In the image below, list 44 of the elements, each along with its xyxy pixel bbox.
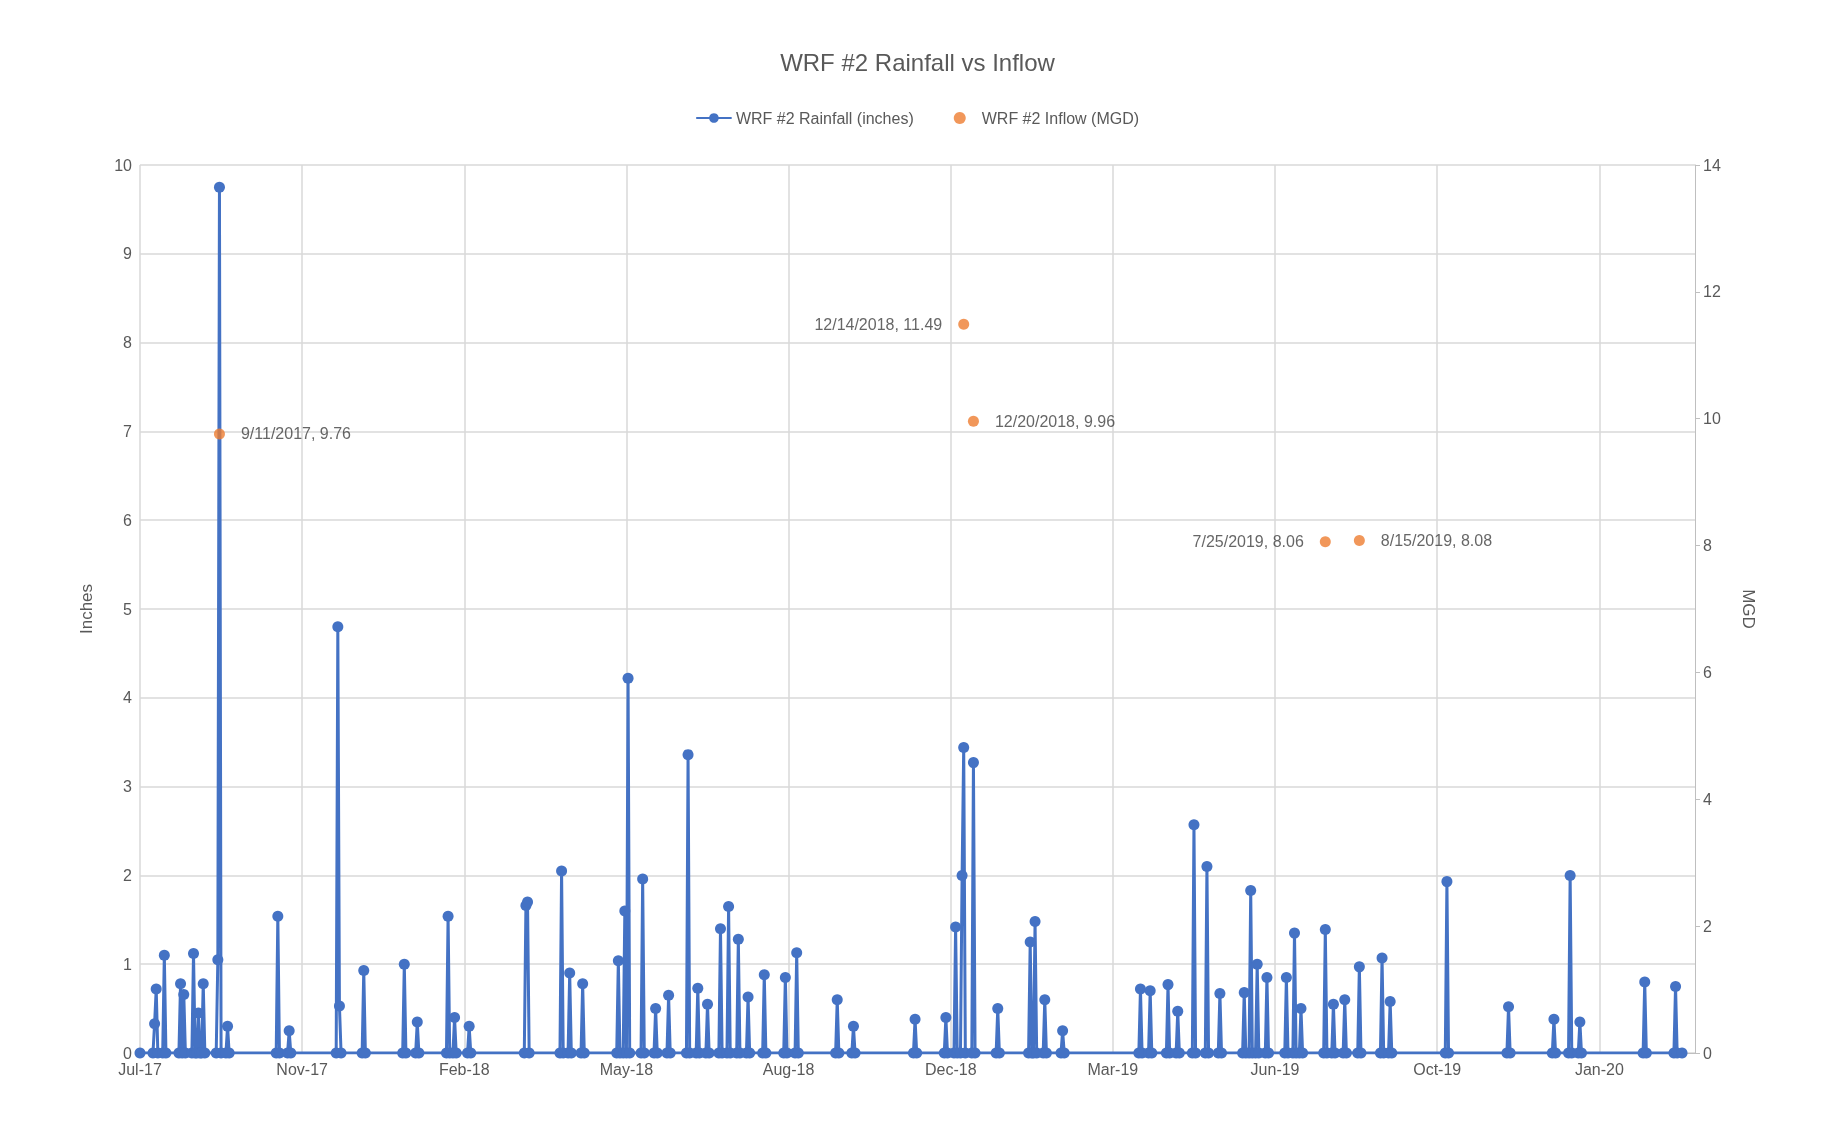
y2-axis-title: MGD bbox=[1739, 589, 1758, 629]
y2-tick-label: 12 bbox=[1703, 283, 1721, 301]
data-label: 12/20/2018, 9.96 bbox=[994, 412, 1116, 430]
y-tick-label: 1 bbox=[123, 955, 133, 973]
x-tick-label: Mar-19 bbox=[1087, 1060, 1139, 1078]
x-tick-label: Oct-19 bbox=[1413, 1060, 1462, 1078]
data-label: 12/14/2018, 11.49 bbox=[814, 315, 943, 333]
x-tick-label: Feb-18 bbox=[438, 1060, 490, 1078]
data-label: 9/11/2017, 9.76 bbox=[240, 425, 352, 443]
point bbox=[213, 428, 225, 440]
y2-tick-label: 14 bbox=[1703, 156, 1721, 174]
y-tick-label: 5 bbox=[123, 600, 133, 618]
chart-title: WRF #2 Rainfall vs Inflow bbox=[780, 48, 1056, 76]
point bbox=[958, 318, 970, 330]
x-tick-label: Jul-17 bbox=[118, 1060, 162, 1078]
y2-tick-label: 10 bbox=[1703, 410, 1721, 428]
y-tick-label: 3 bbox=[123, 778, 133, 796]
y-tick-label: 8 bbox=[123, 334, 133, 352]
data-label: 7/25/2019, 8.06 bbox=[1192, 533, 1304, 551]
y-tick-label: 7 bbox=[123, 422, 133, 440]
x-tick-label: Dec-18 bbox=[924, 1060, 977, 1078]
x-tick-label: Jan-20 bbox=[1574, 1060, 1624, 1078]
point bbox=[1319, 536, 1331, 548]
y-tick-label: 6 bbox=[123, 511, 133, 529]
y2-tick-label: 0 bbox=[1703, 1044, 1712, 1062]
x-tick-label: Nov-17 bbox=[276, 1060, 329, 1078]
y2-tick-label: 2 bbox=[1703, 917, 1712, 935]
y-tick-label: 0 bbox=[123, 1044, 133, 1062]
y2-tick-label: 6 bbox=[1703, 663, 1712, 681]
data-label: 8/15/2019, 8.08 bbox=[1380, 532, 1493, 549]
point bbox=[1353, 535, 1365, 546]
y-axis-title: Inches bbox=[77, 583, 96, 635]
y-tick-label: 2 bbox=[123, 866, 133, 884]
y-tick-label: 4 bbox=[123, 689, 133, 707]
x-tick-label: Jun-19 bbox=[1250, 1060, 1300, 1078]
y2-tick-label: 8 bbox=[1703, 537, 1712, 555]
y2-tick-label: 4 bbox=[1703, 790, 1712, 808]
y-tick-label: 9 bbox=[123, 245, 133, 263]
point bbox=[967, 415, 979, 427]
y-tick-label: 10 bbox=[114, 156, 133, 174]
legend-label: WRF #2 Inflow (MGD) bbox=[981, 109, 1140, 127]
x-tick-label: May-18 bbox=[599, 1060, 654, 1078]
x-tick-label: Aug-18 bbox=[762, 1060, 815, 1078]
legend-label: WRF #2 Rainfall (inches) bbox=[735, 109, 914, 127]
